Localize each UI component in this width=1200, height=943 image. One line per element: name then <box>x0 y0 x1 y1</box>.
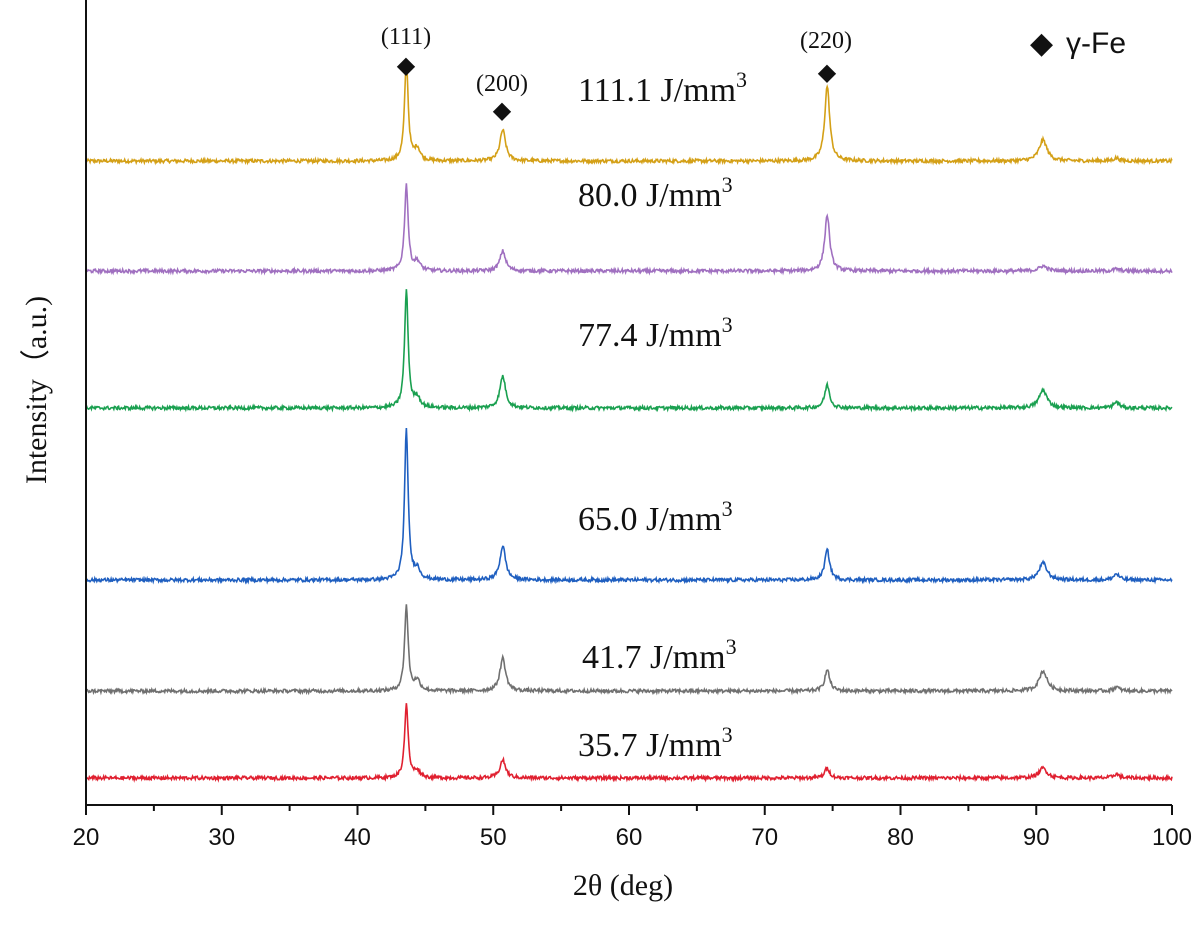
x-tick-label-50: 50 <box>480 824 507 851</box>
series-labels: 111.1 J/mm3 80.0 J/mm3 77.4 J/mm3 65.0 J… <box>578 67 747 764</box>
x-axis-title: 2θ (deg) <box>573 869 673 902</box>
unit-exponent: 3 <box>722 722 733 747</box>
legend-marker: ◆ <box>1030 27 1053 60</box>
series-label-3: 65.0 J/mm3 <box>578 496 733 538</box>
series-label-5: 35.7 J/mm3 <box>578 722 733 764</box>
series-label-4: 41.7 J/mm3 <box>582 634 737 676</box>
unit-exponent: 3 <box>726 634 737 659</box>
x-tick-label-90: 90 <box>1023 824 1050 851</box>
x-tick-label-100: 100 <box>1152 824 1192 851</box>
peak-annotations: (111) ◆ (200) ◆ (220) ◆ <box>381 24 852 124</box>
y-axis-title: Intensity（a.u.) <box>20 296 53 484</box>
unit-exponent: 3 <box>722 172 733 197</box>
peak-label-200: (200) <box>476 71 528 97</box>
series-line-2 <box>85 289 1173 413</box>
x-tick-label-40: 40 <box>344 824 371 851</box>
x-tick-label-20: 20 <box>73 824 100 851</box>
series-label-1: 80.0 J/mm3 <box>578 172 733 214</box>
x-tick-label-30: 30 <box>208 824 235 851</box>
peak-marker-200: ◆ <box>493 98 512 124</box>
series-line-4 <box>85 604 1173 696</box>
legend-label: γ-Fe <box>1066 27 1126 60</box>
unit-exponent: 3 <box>722 312 733 337</box>
x-tick-label-80: 80 <box>887 824 914 851</box>
unit-exponent: 3 <box>722 496 733 521</box>
series-line-1 <box>85 183 1173 276</box>
peak-label-111: (111) <box>381 24 431 50</box>
peak-marker-220: ◆ <box>818 60 837 86</box>
peak-label-220: (220) <box>800 28 852 54</box>
series-line-5 <box>85 703 1173 783</box>
axes: 20 30 40 50 60 70 80 90 100 <box>73 0 1192 851</box>
x-tick-label-70: 70 <box>751 824 778 851</box>
x-tick-label-60: 60 <box>616 824 643 851</box>
series-label-0: 111.1 J/mm3 <box>578 67 747 109</box>
x-ticks: 20 30 40 50 60 70 80 90 100 <box>73 805 1192 851</box>
peak-marker-111: ◆ <box>397 53 416 79</box>
series-line-3 <box>85 427 1173 585</box>
series-line-0 <box>85 58 1173 166</box>
legend: ◆ γ-Fe <box>1030 27 1126 60</box>
series-layer <box>85 58 1173 783</box>
unit-exponent: 3 <box>736 67 747 92</box>
series-label-2: 77.4 J/mm3 <box>578 312 733 354</box>
